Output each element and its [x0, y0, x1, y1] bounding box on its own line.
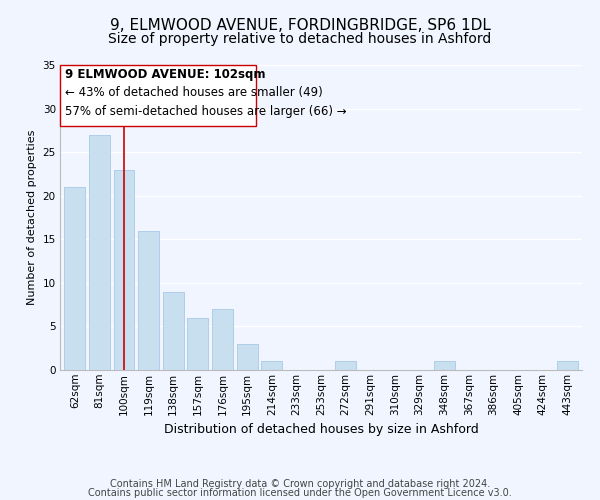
Text: 9, ELMWOOD AVENUE, FORDINGBRIDGE, SP6 1DL: 9, ELMWOOD AVENUE, FORDINGBRIDGE, SP6 1D… [110, 18, 490, 32]
Text: 9 ELMWOOD AVENUE: 102sqm: 9 ELMWOOD AVENUE: 102sqm [65, 68, 265, 81]
X-axis label: Distribution of detached houses by size in Ashford: Distribution of detached houses by size … [164, 423, 478, 436]
Bar [187, 318, 208, 370]
Text: 57% of semi-detached houses are larger (66) →: 57% of semi-detached houses are larger (… [65, 105, 346, 118]
Y-axis label: Number of detached properties: Number of detached properties [27, 130, 37, 305]
Text: Contains public sector information licensed under the Open Government Licence v3: Contains public sector information licen… [88, 488, 512, 498]
Text: ← 43% of detached houses are smaller (49): ← 43% of detached houses are smaller (49… [65, 86, 323, 100]
Text: Size of property relative to detached houses in Ashford: Size of property relative to detached ho… [109, 32, 491, 46]
Bar [236, 344, 257, 370]
Bar [89, 134, 110, 370]
Bar [434, 362, 455, 370]
Bar [212, 309, 233, 370]
Bar [138, 230, 159, 370]
Bar [557, 362, 578, 370]
Bar [64, 187, 85, 370]
Bar [335, 362, 356, 370]
Text: Contains HM Land Registry data © Crown copyright and database right 2024.: Contains HM Land Registry data © Crown c… [110, 479, 490, 489]
Bar [261, 362, 282, 370]
Bar [163, 292, 184, 370]
Bar [113, 170, 134, 370]
